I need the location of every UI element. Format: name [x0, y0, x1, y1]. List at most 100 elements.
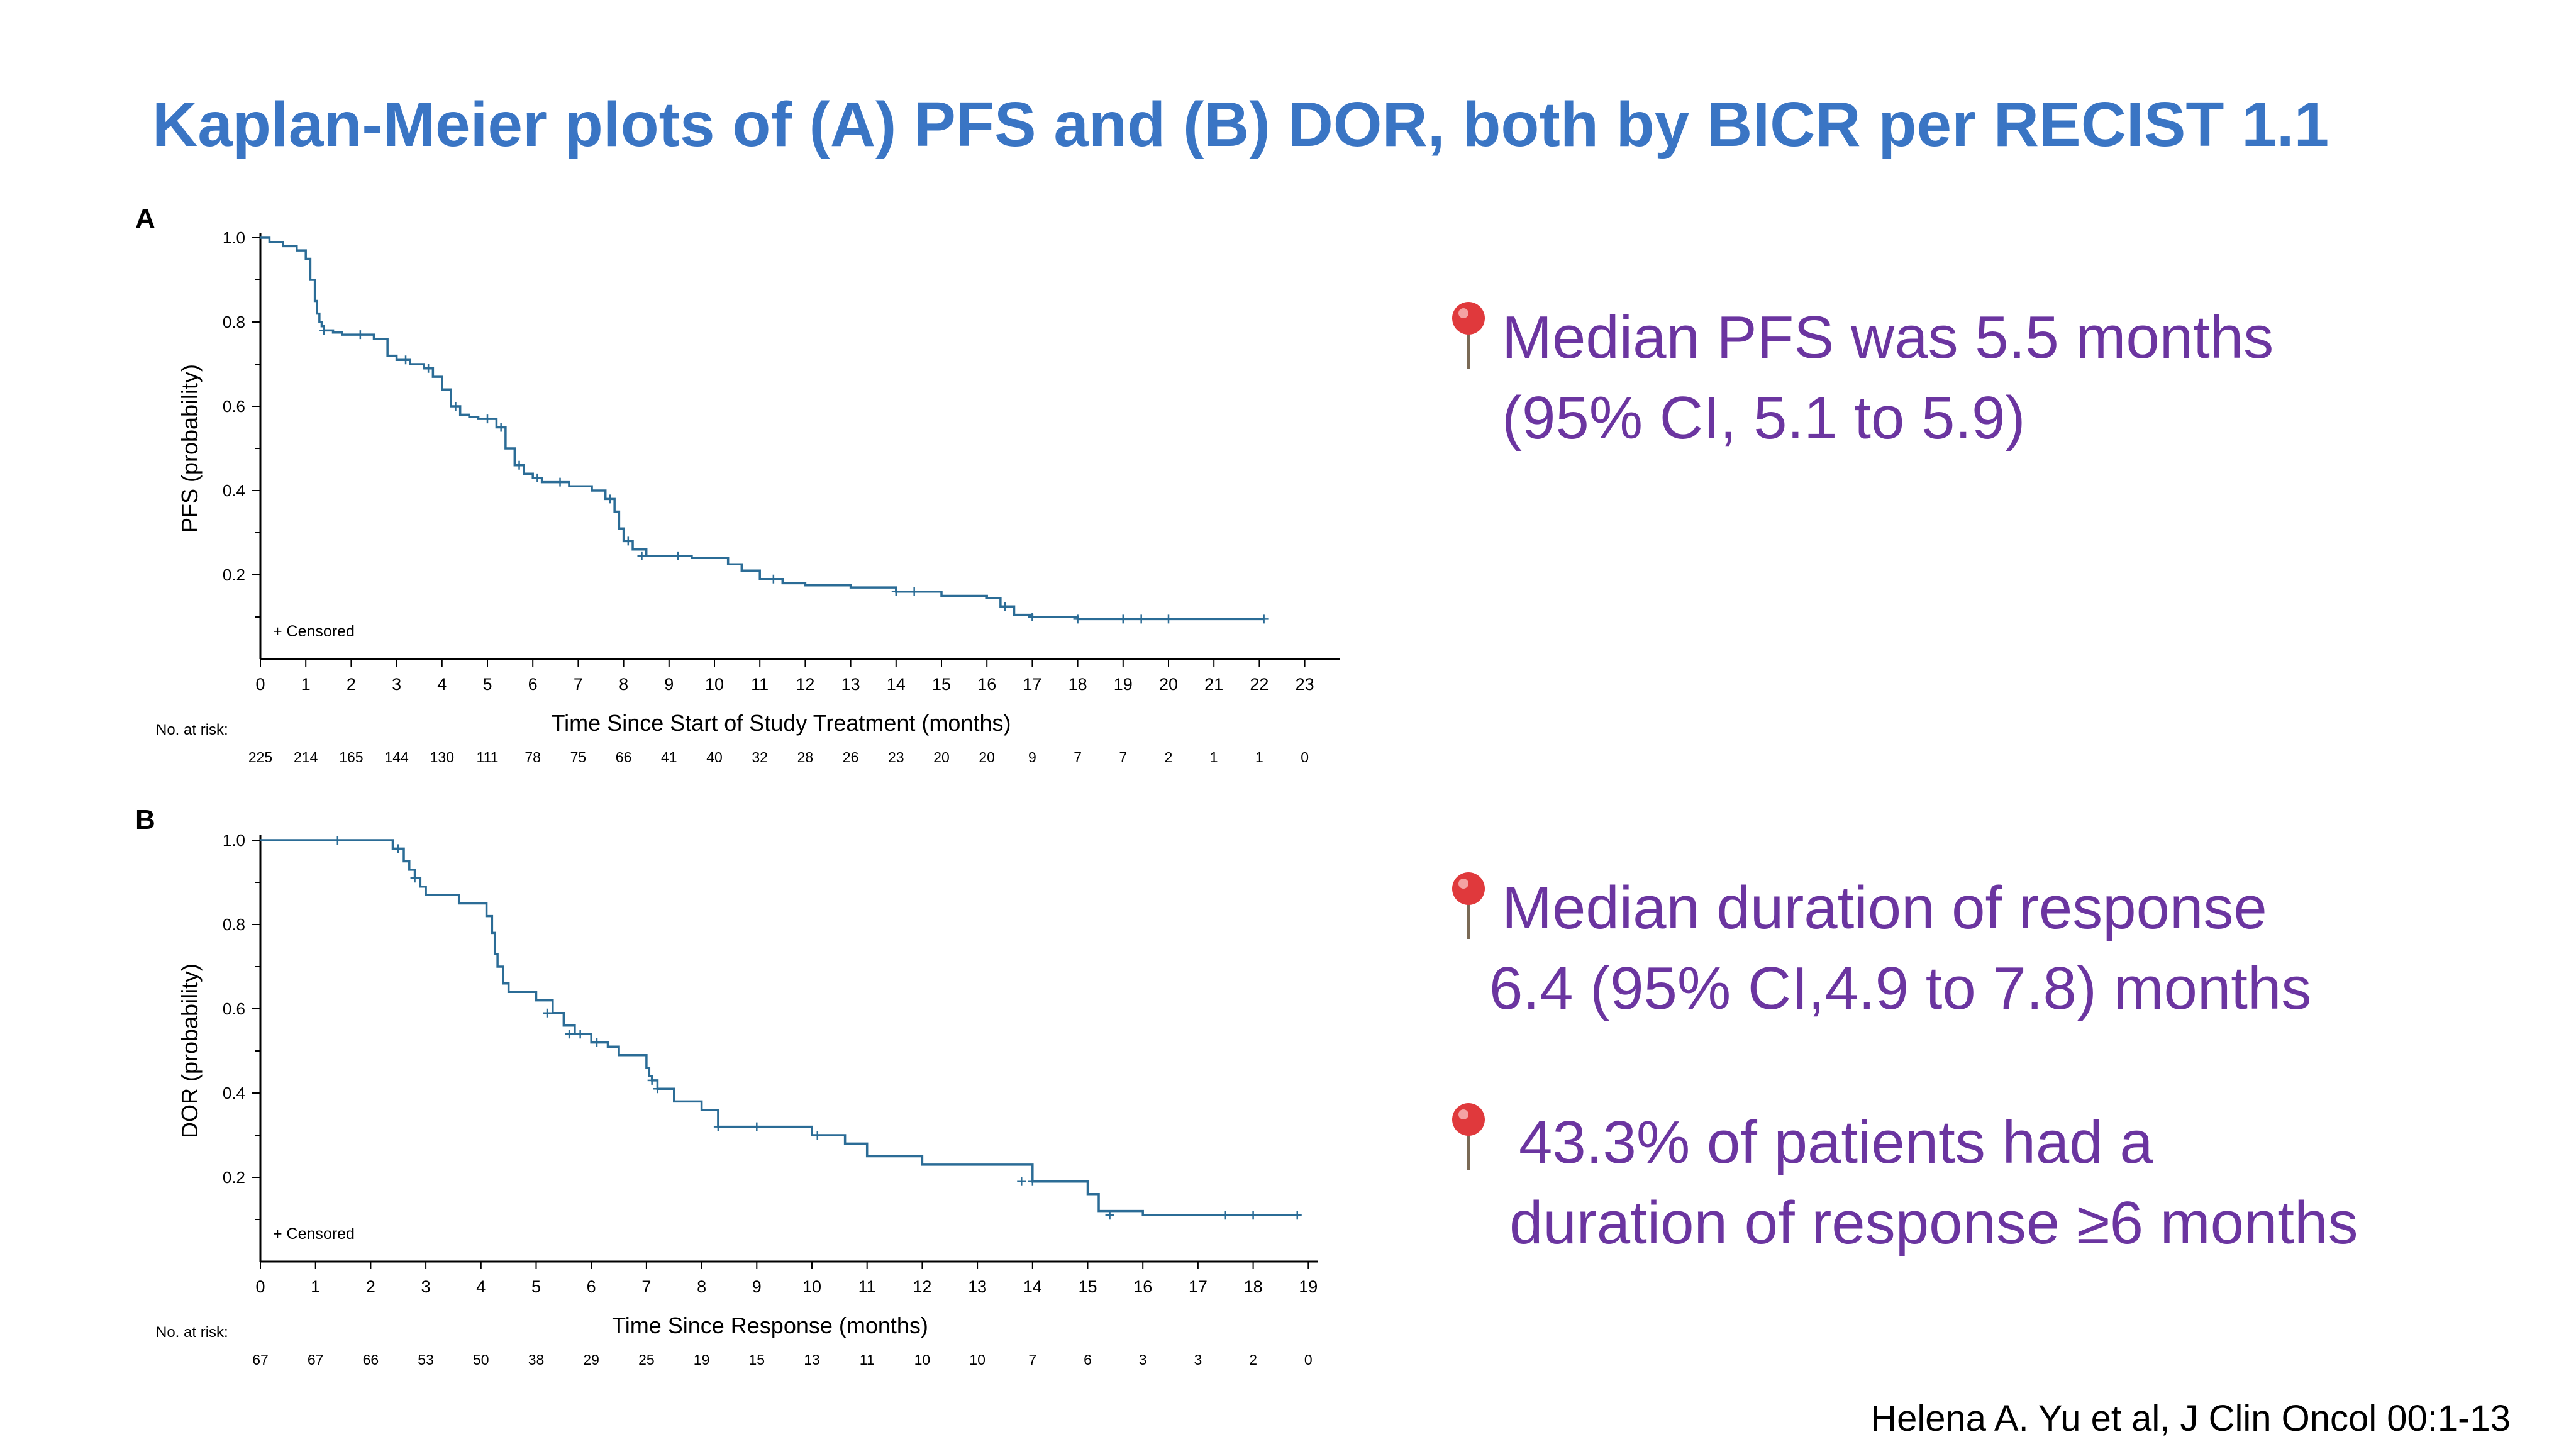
- x-tick-label: 9: [664, 675, 674, 694]
- km-curve: [260, 236, 1264, 621]
- censor-mark: [1105, 1211, 1114, 1220]
- risk-count: 9: [1028, 749, 1036, 765]
- risk-count: 19: [694, 1352, 710, 1368]
- risk-count: 3: [1139, 1352, 1147, 1368]
- bullet-line: (95% CI, 5.1 to 5.9): [1502, 384, 2026, 452]
- risk-count: 0: [1304, 1352, 1313, 1368]
- risk-count: 6: [1084, 1352, 1092, 1368]
- risk-count: 15: [749, 1352, 765, 1368]
- censor-mark: [769, 574, 778, 584]
- x-tick-label: 15: [932, 675, 951, 694]
- censor-mark: [1164, 614, 1173, 624]
- x-tick-label: 16: [977, 675, 996, 694]
- censor-mark: [1259, 614, 1269, 624]
- risk-count: 38: [528, 1352, 545, 1368]
- censor-mark: [565, 1030, 574, 1039]
- censor-mark: [1292, 1211, 1302, 1220]
- censor-mark: [813, 1131, 822, 1140]
- x-tick-label: 4: [437, 675, 447, 694]
- risk-count: 144: [384, 749, 409, 765]
- x-tick-label: 10: [802, 1277, 821, 1296]
- x-tick-label: 5: [531, 1277, 541, 1296]
- censor-mark: [605, 494, 614, 504]
- bullet-line: Median duration of response: [1502, 874, 2267, 941]
- risk-count: 67: [252, 1352, 269, 1368]
- x-tick-label: 18: [1069, 675, 1087, 694]
- risk-count: 32: [752, 749, 768, 765]
- x-tick-label: 1: [301, 675, 311, 694]
- x-tick-label: 9: [752, 1277, 762, 1296]
- y-tick-label: 0.8: [223, 313, 245, 331]
- censor-mark: [1028, 613, 1037, 621]
- risk-count: 23: [888, 749, 904, 765]
- censor-mark: [1017, 1177, 1026, 1186]
- censor-mark: [333, 836, 342, 845]
- censor-mark: [319, 326, 329, 335]
- x-tick-label: 12: [913, 1277, 931, 1296]
- x-tick-label: 3: [421, 1277, 431, 1296]
- x-tick-label: 11: [751, 675, 769, 694]
- censor-mark: [533, 473, 542, 482]
- risk-count: 41: [661, 749, 677, 765]
- y-tick-label: 0.2: [223, 1168, 245, 1187]
- censor-mark: [752, 1122, 762, 1131]
- risk-count: 20: [933, 749, 950, 765]
- censored-legend: + Censored: [273, 1225, 355, 1243]
- risk-count: 7: [1119, 749, 1127, 765]
- panel-letter: B: [135, 804, 155, 835]
- censor-mark: [1073, 614, 1082, 624]
- censor-mark: [647, 1075, 657, 1085]
- risk-table-label: No. at risk:: [156, 1324, 228, 1341]
- x-tick-label: 19: [1299, 1277, 1318, 1296]
- risk-count: 225: [248, 749, 272, 765]
- km-panel-A: A0.20.40.60.81.00 1 2 3 4 5 6 7 8 9 10 11 12 13 14 15 16…: [135, 203, 1340, 765]
- x-tick-label: 21: [1204, 675, 1223, 694]
- censor-mark: [1248, 1211, 1258, 1220]
- km-panel-B: B0.20.40.60.81.00 1 2 3 4 5 6 7 8 9 10 11 12 13 14 15 16…: [135, 804, 1318, 1368]
- x-tick-label: 12: [796, 675, 814, 694]
- x-tick-label: 19: [1114, 675, 1133, 694]
- x-tick-label: 5: [482, 675, 492, 694]
- citation: Helena A. Yu et al, J Clin Oncol 00:1-13: [1870, 1398, 2511, 1439]
- risk-count: 1: [1255, 749, 1263, 765]
- x-tick-label: 22: [1250, 675, 1269, 694]
- risk-count: 25: [638, 1352, 655, 1368]
- risk-count: 11: [860, 1352, 875, 1368]
- risk-count: 130: [430, 749, 454, 765]
- x-tick-label: 13: [841, 675, 860, 694]
- y-tick-label: 0.8: [223, 915, 245, 934]
- x-tick-label: 10: [705, 675, 724, 694]
- x-tick-label: 11: [858, 1277, 876, 1296]
- risk-count: 1: [1210, 749, 1218, 765]
- risk-count: 111: [477, 749, 499, 765]
- x-tick-label: 18: [1244, 1277, 1263, 1296]
- risk-count: 7: [1074, 749, 1082, 765]
- risk-count: 2: [1249, 1352, 1257, 1368]
- censor-mark: [1118, 614, 1128, 624]
- x-tick-label: 7: [574, 675, 583, 694]
- x-tick-label: 15: [1078, 1277, 1097, 1296]
- risk-count: 2: [1165, 749, 1173, 765]
- risk-count: 67: [308, 1352, 324, 1368]
- y-tick-label: 0.6: [223, 999, 245, 1018]
- risk-table-label: No. at risk:: [156, 721, 228, 738]
- y-tick-label: 0.2: [223, 565, 245, 584]
- risk-count: 165: [339, 749, 363, 765]
- censor-mark: [514, 460, 524, 470]
- km-curve: [260, 839, 1297, 1217]
- risk-count: 50: [473, 1352, 489, 1368]
- risk-count: 40: [706, 749, 723, 765]
- censor-mark: [653, 1084, 662, 1094]
- x-tick-label: 20: [1159, 675, 1178, 694]
- x-tick-label: 6: [587, 1277, 596, 1296]
- pushpin-icon: [1452, 872, 1485, 939]
- risk-count: 26: [843, 749, 859, 765]
- censor-mark: [451, 402, 460, 411]
- bullet-median-dor: Median duration of response 6.4 (95% CI,…: [1489, 868, 2311, 1029]
- slide-title: Kaplan-Meier plots of (A) PFS and (B) DO…: [152, 89, 2329, 160]
- risk-count: 75: [570, 749, 587, 765]
- censor-mark: [713, 1122, 723, 1131]
- x-tick-label: 16: [1133, 1277, 1152, 1296]
- x-tick-label: 14: [887, 675, 906, 694]
